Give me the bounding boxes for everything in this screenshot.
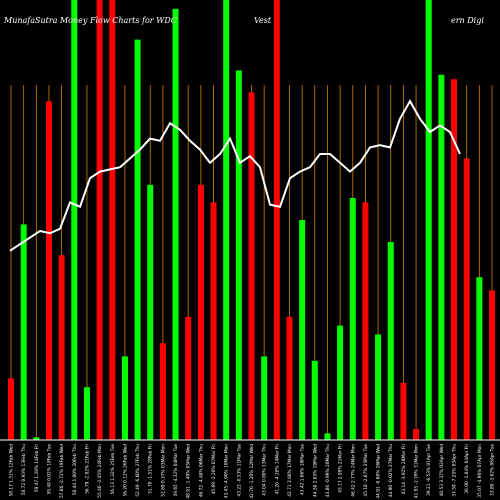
x-tick-label: 46.72 -4.48% 06Mar Thu bbox=[198, 444, 204, 498]
bar bbox=[324, 433, 331, 440]
bar bbox=[121, 356, 128, 440]
x-tick-label: 57.86 -2.72% 19Feb Wed bbox=[59, 444, 65, 498]
x-tick-label: 58.44 1.00% 20Feb Thu bbox=[72, 444, 78, 495]
x-tick-label: 46.42 2.77% 24Mar Mon bbox=[350, 444, 356, 497]
x-tick-label: 44.90 -0.02% 27Mar Thu bbox=[388, 444, 394, 498]
bar bbox=[337, 325, 344, 440]
x-tick-label: 43.45 -4.90% 10Mar Mon bbox=[224, 444, 230, 499]
bar bbox=[185, 316, 192, 440]
x-tick-label: 59.47 1.28% 14Feb Fri bbox=[34, 444, 40, 492]
x-tick-label: 52.49 -6.60% 27Feb Thu bbox=[135, 444, 141, 497]
bar bbox=[223, 0, 230, 440]
x-tick-label: 43.86 -0.99% 20Mar Thu bbox=[325, 444, 331, 498]
x-tick-label: 49.65 -4.32% 04Mar Tue bbox=[173, 444, 179, 497]
x-tick-label: 45.18 -2.67% 25Mar Tue bbox=[363, 444, 369, 497]
bar bbox=[425, 0, 432, 440]
chart-title-mid: Vest bbox=[254, 16, 272, 25]
x-tick-label: 51.89 0.37% 03Mar Mon bbox=[160, 444, 166, 497]
x-tick-label: 58.72 0.93% 13Feb Thu bbox=[21, 444, 27, 495]
x-tick-label: 56.20 0.12% 26Feb Wed bbox=[122, 444, 128, 497]
x-tick-label: 48.91 -1.49% 05Mar Wed bbox=[186, 444, 192, 499]
x-tick-label: 51.70 -1.51% 28Feb Fri bbox=[148, 444, 154, 494]
x-tick-label: 33.80 -3.62% 08Apr Tue bbox=[490, 444, 496, 496]
x-tick-label: 44.91 -0.60% 26Mar Wed bbox=[376, 444, 382, 499]
x-tick-label: 56.13 1.32% 25Feb Tue bbox=[110, 444, 116, 495]
x-tick-label: 58.17 1.31% 12Feb Wed bbox=[9, 444, 15, 497]
bar bbox=[375, 334, 382, 440]
x-tick-label: 39.21 -6.53% 01Apr Tue bbox=[426, 444, 432, 496]
x-tick-label: 36.90 -1.84% 04Apr Fri bbox=[464, 444, 470, 494]
x-tick-label: 43.14 -3.92% 28Mar Fri bbox=[401, 444, 407, 494]
x-tick-label: 43.04 0.80% 13Mar Thu bbox=[262, 444, 268, 496]
bar bbox=[362, 202, 369, 440]
x-tick-label: 37.59 -7.25% 03Apr Thu bbox=[452, 444, 458, 497]
bar bbox=[96, 0, 103, 440]
x-tick-label: 44.30 2.03% 19Mar Wed bbox=[312, 444, 318, 497]
x-tick-label: 45.17 2.99% 21Mar Fri bbox=[338, 444, 344, 493]
bar bbox=[20, 224, 27, 440]
bar bbox=[349, 198, 356, 440]
bar bbox=[210, 202, 217, 440]
bar-series bbox=[8, 0, 495, 441]
x-tick-label: 42.71 3.66% 17Mar Mon bbox=[287, 444, 293, 497]
bar bbox=[387, 242, 394, 440]
bar bbox=[197, 184, 204, 440]
x-tick-label: 56.79 -2.82% 21Feb Fri bbox=[84, 444, 90, 494]
chart-title-left: MunafaSutra Money Flow Charts for WDC bbox=[3, 16, 177, 25]
chart-title-right: ern Digi bbox=[451, 16, 484, 25]
bar bbox=[83, 387, 90, 440]
money-flow-line bbox=[9, 99, 461, 252]
bar bbox=[273, 0, 280, 440]
bar bbox=[286, 316, 293, 440]
x-tick-label: 55.40 -2.45% 24Feb Mon bbox=[97, 444, 103, 498]
bar bbox=[134, 39, 141, 440]
bar bbox=[71, 0, 78, 440]
bar bbox=[172, 8, 179, 441]
x-tick-label: 59.48 0.02% 18Feb Tue bbox=[46, 444, 52, 495]
bar bbox=[463, 158, 470, 440]
bar bbox=[261, 356, 268, 440]
x-tick-label: 42.70 -1.20% 12Mar Wed bbox=[249, 444, 255, 499]
x-tick-label: 45.69 -2.20% 07Mar Fri bbox=[211, 444, 217, 494]
bar bbox=[489, 290, 495, 440]
bar bbox=[451, 79, 458, 440]
x-tick-label: 40.53 3.37% 02Apr Wed bbox=[439, 444, 445, 497]
bar bbox=[438, 74, 445, 441]
bar bbox=[413, 429, 420, 440]
bar bbox=[476, 277, 483, 440]
x-tick-label: 43.42 1.66% 18Mar Tue bbox=[300, 444, 306, 495]
x-tick-label: 41.95 -2.76% 31Mar Mon bbox=[414, 444, 420, 499]
bar bbox=[109, 0, 116, 440]
x-tick-label: 35.07 -4.96% 07Apr Mon bbox=[477, 444, 483, 498]
bar bbox=[147, 184, 154, 440]
bar bbox=[45, 101, 52, 440]
bar bbox=[400, 382, 407, 440]
x-tick-labels: 58.17 1.31% 12Feb Wed 58.72 0.93% 13Feb T… bbox=[9, 444, 496, 499]
bar bbox=[311, 360, 318, 440]
bar bbox=[58, 255, 65, 440]
x-tick-label: 43.22 -0.53% 11Mar Tue bbox=[236, 444, 242, 497]
bar bbox=[248, 92, 255, 441]
bar bbox=[159, 343, 166, 440]
bar bbox=[299, 220, 306, 440]
bar bbox=[33, 437, 40, 440]
x-tick-label: 41.20 -4.28% 14Mar Fri bbox=[274, 444, 280, 494]
bar bbox=[235, 70, 242, 441]
bar bbox=[8, 378, 14, 440]
